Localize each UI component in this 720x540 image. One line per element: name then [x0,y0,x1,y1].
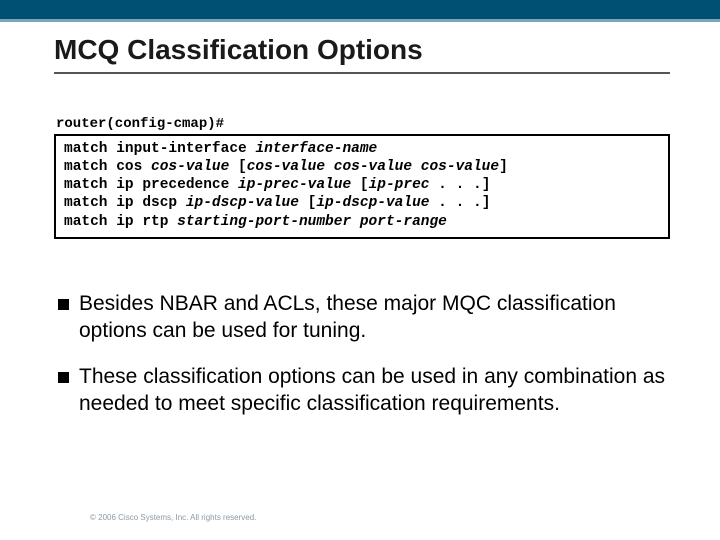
page-title: MCQ Classification Options [54,34,670,66]
slide-content: MCQ Classification Options router(config… [0,22,720,418]
list-item-text: These classification options can be used… [79,364,670,418]
code-line: match ip dscp ip-dscp-value [ip-dscp-val… [64,194,660,212]
code-line: match ip precedence ip-prec-value [ip-pr… [64,176,660,194]
code-box: match input-interface interface-name mat… [54,134,670,239]
square-bullet-icon [58,299,69,310]
square-bullet-icon [58,372,69,383]
list-item-text: Besides NBAR and ACLs, these major MQC c… [79,291,670,345]
list-item: These classification options can be used… [58,364,670,418]
list-item: Besides NBAR and ACLs, these major MQC c… [58,291,670,345]
code-line: match ip rtp starting-port-number port-r… [64,213,660,231]
copyright-footer: © 2006 Cisco Systems, Inc. All rights re… [90,513,256,522]
title-underline [54,72,670,74]
header-bar [0,0,720,22]
code-line: match input-interface interface-name [64,140,660,158]
bullet-list: Besides NBAR and ACLs, these major MQC c… [54,291,670,419]
code-line: match cos cos-value [cos-value cos-value… [64,158,660,176]
cli-prompt: router(config-cmap)# [56,116,670,132]
